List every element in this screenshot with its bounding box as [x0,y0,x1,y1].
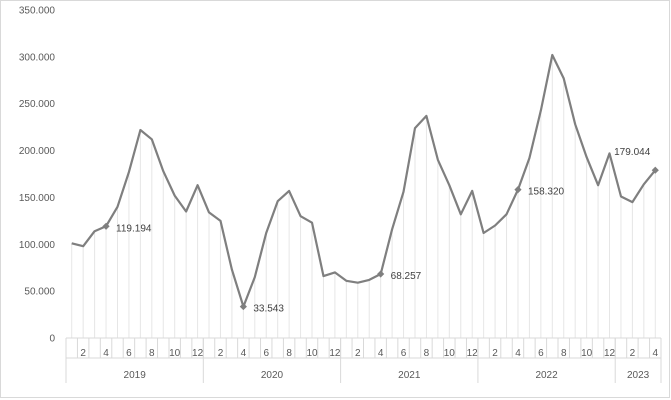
x-tick-label: 10 [306,348,318,359]
x-tick-label: 6 [538,348,544,359]
x-tick-label: 2 [218,348,224,359]
y-tick-label: 150.000 [19,193,56,204]
y-tick-label: 350.000 [19,6,56,17]
data-marker [651,166,659,174]
data-label: 68.257 [391,271,422,282]
data-marker [514,186,522,194]
x-tick-label: 4 [652,348,658,359]
drop-lines [71,54,656,338]
x-tick-label: 6 [401,348,407,359]
data-labels: 119.194 33.543 68.257 158.320 179.044 [116,147,651,314]
y-tick-label: 50.000 [24,287,55,298]
x-tick-label: 10 [581,348,593,359]
x-tick-label: 2 [630,348,636,359]
y-tick-label: 250.000 [19,99,56,110]
x-tick-label: 8 [149,348,155,359]
x-tick-label: 8 [424,348,430,359]
x-tick-label: 12 [604,348,616,359]
x-tick-label: 12 [329,348,341,359]
x-tick-label: 6 [263,348,269,359]
y-tick-label: 300.000 [19,52,56,63]
data-label: 158.320 [528,187,565,198]
year-label: 2022 [535,370,558,381]
x-tick-label: 12 [192,348,204,359]
x-tick-label: 4 [103,348,109,359]
y-tick-label: 0 [49,334,55,345]
y-axis: 0 50.000 100.000 150.000 200.000 250.000 300.0… [19,6,56,345]
x-tick-label: 10 [444,348,456,359]
x-tick-label: 4 [241,348,247,359]
axis-group [65,337,662,383]
y-tick-label: 100.000 [19,240,56,251]
x-tick-label: 2 [492,348,498,359]
x-tick-label: 10 [169,348,181,359]
x-tick-label: 4 [378,348,384,359]
x-tick-label: 8 [561,348,567,359]
year-label: 2023 [627,370,650,381]
y-tick-label: 200.000 [19,146,56,157]
x-tick-label: 2 [355,348,361,359]
data-label: 119.194 [116,223,152,234]
year-label: 2019 [124,370,147,381]
x-tick-label: 12 [467,348,479,359]
x-tick-label: 8 [286,348,292,359]
x-tick-label: 6 [126,348,132,359]
year-label: 2021 [398,370,421,381]
series-group [71,53,659,311]
data-marker [239,302,247,311]
x-axis: 2 4 6 8 10 12 2019 2 4 6 8 10 12 2020 2 4 6 8 10 12 2021 2 4 6 8… [80,348,658,381]
data-label: 179.044 [614,147,651,158]
data-marker [377,270,385,278]
series-line [71,53,657,308]
year-label: 2020 [261,370,284,381]
x-tick-label: 4 [515,348,521,359]
x-tick-label: 2 [80,348,86,359]
data-marker [102,222,110,230]
data-label: 33.543 [253,304,284,315]
